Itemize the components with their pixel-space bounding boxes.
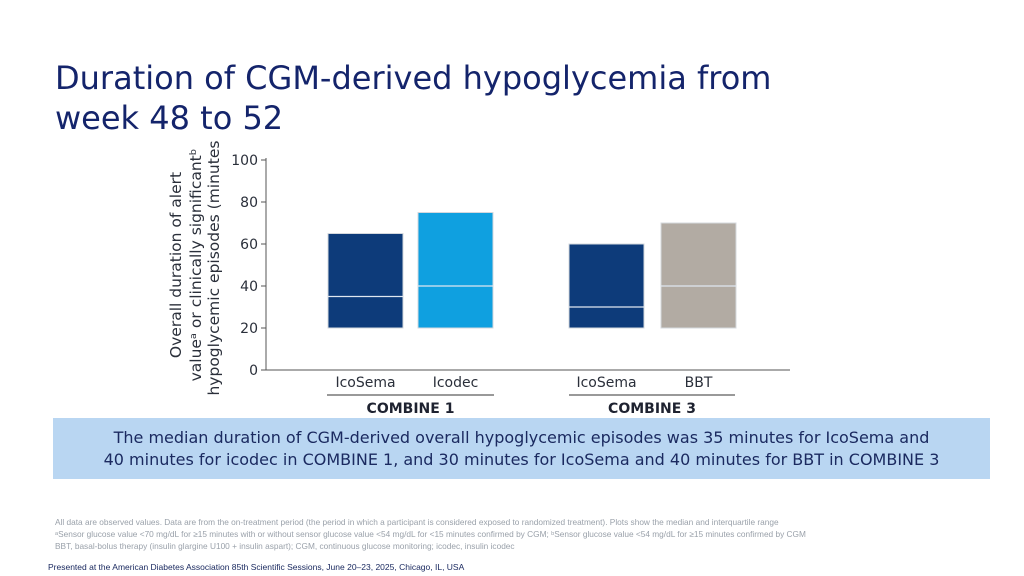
y-axis-label: Overall duration of alert valueᵃ or clin… — [167, 134, 223, 396]
title-line-2: week 48 to 52 — [55, 99, 284, 137]
y-tick-label: 60 — [240, 237, 258, 253]
iqr-box — [568, 243, 645, 329]
footnote-line-1: All data are observed values. Data are f… — [55, 517, 779, 527]
y-tick-label: 40 — [240, 279, 258, 295]
x-tick-label: BBT — [685, 375, 713, 391]
slide-title: Duration of CGM-derived hypoglycemia fro… — [55, 58, 915, 138]
x-tick-label: IcoSema — [576, 375, 636, 391]
iqr-box — [417, 212, 494, 329]
box-plot-chart: Overall duration of alert valueᵃ or clin… — [160, 134, 800, 419]
chart-svg: Overall duration of alert valueᵃ or clin… — [167, 134, 790, 417]
y-tick-label: 100 — [231, 153, 258, 169]
summary-line-2: 40 minutes for icodec in COMBINE 1, and … — [103, 449, 940, 469]
y-tick-label: 0 — [249, 363, 258, 379]
presented-at: Presented at the American Diabetes Assoc… — [48, 562, 465, 572]
x-tick-label: Icodec — [433, 375, 479, 391]
title-line-1: Duration of CGM-derived hypoglycemia fro… — [55, 59, 772, 97]
y-tick-label: 20 — [240, 321, 258, 337]
y-tick-label: 80 — [240, 195, 258, 211]
y-axis-label-line-2: valueᵃ or clinically significantᵇ — [187, 149, 205, 382]
summary-box: The median duration of CGM-derived overa… — [53, 418, 990, 479]
summary-line-1: The median duration of CGM-derived overa… — [113, 427, 930, 447]
iqr-box — [327, 233, 404, 329]
group-label: COMBINE 3 — [608, 401, 696, 415]
footnote-line-2: ᵃSensor glucose value <70 mg/dL for ≥15 … — [55, 529, 806, 539]
footnote-line-3: BBT, basal-bolus therapy (insulin glargi… — [55, 541, 515, 551]
x-tick-label: IcoSema — [335, 375, 395, 391]
footnotes: All data are observed values. Data are f… — [55, 516, 975, 552]
group-label: COMBINE 1 — [367, 401, 455, 415]
y-axis-label-line-1: Overall duration of alert — [167, 172, 185, 358]
y-axis-label-line-3: hypoglycemic episodes (minutes) — [205, 140, 223, 396]
iqr-box — [660, 222, 737, 329]
